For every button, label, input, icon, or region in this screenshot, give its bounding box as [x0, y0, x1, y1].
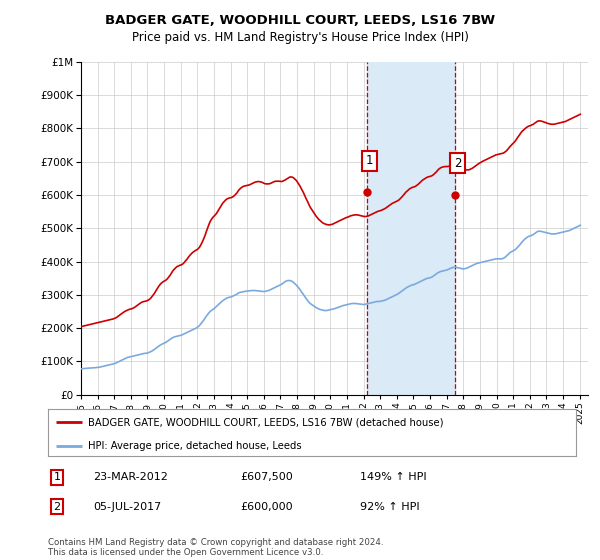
Text: 92% ↑ HPI: 92% ↑ HPI [360, 502, 419, 512]
Text: 23-MAR-2012: 23-MAR-2012 [93, 472, 168, 482]
Bar [367, 62, 455, 395]
Text: BADGER GATE, WOODHILL COURT, LEEDS, LS16 7BW (detached house): BADGER GATE, WOODHILL COURT, LEEDS, LS16… [88, 417, 443, 427]
Text: 05-JUL-2017: 05-JUL-2017 [93, 502, 161, 512]
Text: £607,500: £607,500 [240, 472, 293, 482]
Text: 2: 2 [454, 157, 461, 170]
Text: 2: 2 [53, 502, 61, 512]
Text: Price paid vs. HM Land Registry's House Price Index (HPI): Price paid vs. HM Land Registry's House … [131, 31, 469, 44]
Text: BADGER GATE, WOODHILL COURT, LEEDS, LS16 7BW: BADGER GATE, WOODHILL COURT, LEEDS, LS16… [105, 14, 495, 27]
Text: HPI: Average price, detached house, Leeds: HPI: Average price, detached house, Leed… [88, 441, 301, 451]
Text: 1: 1 [366, 154, 373, 167]
Text: 149% ↑ HPI: 149% ↑ HPI [360, 472, 427, 482]
Text: Contains HM Land Registry data © Crown copyright and database right 2024.
This d: Contains HM Land Registry data © Crown c… [48, 538, 383, 557]
Text: £600,000: £600,000 [240, 502, 293, 512]
Text: 1: 1 [53, 472, 61, 482]
